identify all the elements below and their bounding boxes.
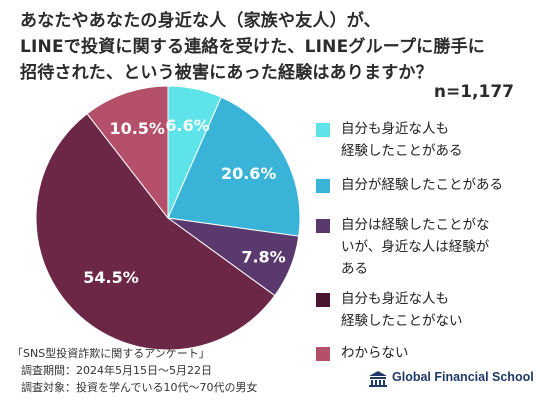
pie-label-3: 7.8% xyxy=(241,248,285,267)
legend-label-3-line-1: 自分は経験したことがな xyxy=(341,217,490,233)
survey-name: 「SNS型投資詐欺に関するアンケート」 xyxy=(12,347,210,360)
legend-label-3: 自分は経験したことがな いが、身近な人は経験が ある xyxy=(341,214,526,280)
title-line-3: 招待された、という被害にあった経験はありますか？ xyxy=(20,63,433,83)
legend-label-4-line-2: 経験したことがない xyxy=(341,313,463,329)
legend-swatch-1 xyxy=(316,123,330,137)
legend-label-2: 自分が経験したことがある xyxy=(341,174,526,196)
legend-label-3-line-3: ある xyxy=(341,261,368,277)
legend-swatch-5 xyxy=(316,347,330,361)
legend-label-2-line-1: 自分が経験したことがある xyxy=(341,177,503,193)
legend-swatch-2 xyxy=(316,179,330,193)
legend-label-4: 自分も身近な人も 経験したことがない xyxy=(341,288,526,332)
pie-label-4: 54.5% xyxy=(83,268,139,287)
pie-slice-5 xyxy=(86,85,169,220)
pie-label-2: 20.6% xyxy=(221,164,277,183)
school-building-icon xyxy=(369,371,387,387)
legend-label-3-line-2: いが、身近な人は経験が xyxy=(341,239,490,255)
legend-label-1: 自分も身近な人も 経験したことがある xyxy=(341,118,526,162)
survey-info: 「SNS型投資詐欺に関するアンケート」 調査期間：2024年5月15日～5月22… xyxy=(12,345,257,396)
legend-label-1-line-2: 経験したことがある xyxy=(341,143,463,159)
pie-slice-2 xyxy=(167,96,301,237)
legend-label-4-line-1: 自分も身近な人も xyxy=(341,291,449,307)
legend-swatch-4 xyxy=(316,293,330,307)
pie-slice-4 xyxy=(35,112,276,351)
legend-swatch-3 xyxy=(316,219,330,233)
title-line-1: あなたやあなたの身近な人（家族や友人）が、 xyxy=(20,11,381,31)
legend-label-5-line-1: わからない xyxy=(341,345,409,361)
survey-target: 調査対象：投資を学んでいる10代～70代の男女 xyxy=(21,381,258,394)
legend-label-1-line-1: 自分も身近な人も xyxy=(341,121,449,137)
sample-size: n=1,177 xyxy=(433,82,514,102)
pie-label-1: 6.6% xyxy=(165,116,209,135)
legend-label-5: わからない xyxy=(341,342,526,364)
title-line-2: LINEで投資に関する連絡を受けた、LINEグループに勝手に xyxy=(20,37,485,57)
pie-label-5: 10.5% xyxy=(109,119,165,138)
brand-name: Global Financial School xyxy=(392,370,534,384)
survey-period: 調査期間：2024年5月15日～5月22日 xyxy=(21,364,212,377)
